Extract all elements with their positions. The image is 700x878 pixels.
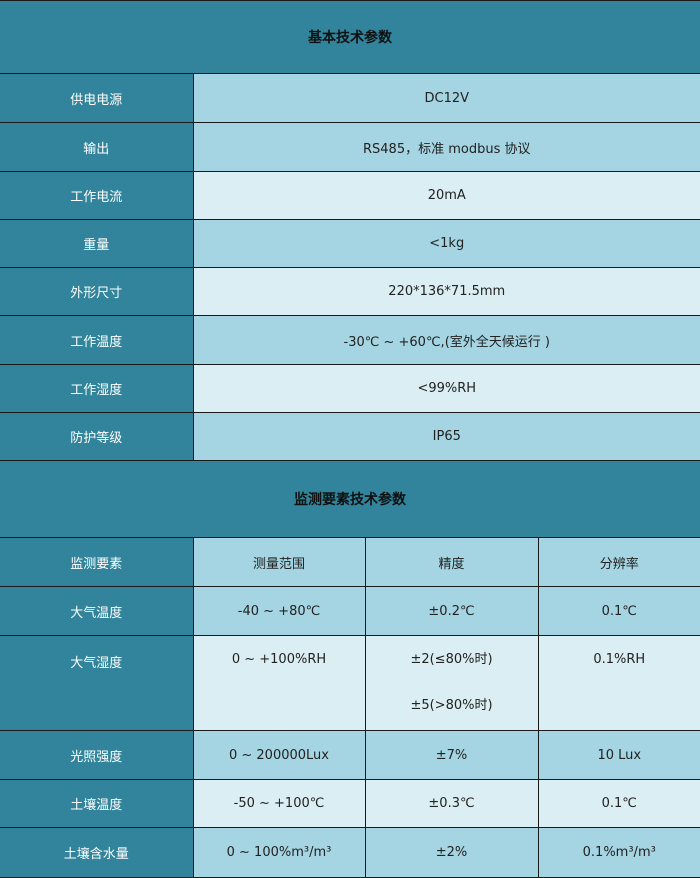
table-row: 大气湿度 0 ~ +100%RH ±2(≤80%时) ±5(>80%时) 0.1… [0, 635, 700, 731]
table-row: 防护等级 IP65 [0, 412, 700, 461]
table-row: 土壤温度 -50 ~ +100℃ ±0.3℃ 0.1℃ [0, 779, 700, 828]
table-row: 重量 <1kg [0, 219, 700, 268]
resolution-cell: 10 Lux [537, 730, 700, 780]
row-value: <99%RH [192, 364, 700, 413]
row-value: RS485，标准 modbus 协议 [192, 122, 700, 172]
header-row: 监测要素 测量范围 精度 分辨率 [0, 537, 700, 587]
range-cell: 0 ~ 200000Lux [192, 730, 366, 780]
column-header: 监测要素 [0, 537, 194, 587]
row-label: 外形尺寸 [0, 267, 194, 316]
accuracy-cell: ±2(≤80%时) ±5(>80%时) [364, 635, 539, 731]
element-cell: 大气温度 [0, 586, 194, 636]
row-label: 供电电源 [0, 73, 194, 123]
row-label: 输出 [0, 122, 194, 172]
table-row: 外形尺寸 220*136*71.5mm [0, 267, 700, 316]
range-cell: 0 ~ 100%m³/m³ [192, 827, 366, 878]
table-row: 输出 RS485，标准 modbus 协议 [0, 122, 700, 172]
element-cell: 光照强度 [0, 730, 194, 780]
accuracy-cell: ±0.2℃ [364, 586, 539, 636]
range-cell: 0 ~ +100%RH [192, 635, 366, 731]
resolution-cell: 0.1%RH [537, 635, 700, 731]
range-cell: -40 ~ +80℃ [192, 586, 366, 636]
monitor-params-title: 监测要素技术参数 [0, 460, 700, 538]
accuracy-cell: ±2% [364, 827, 539, 878]
accuracy-line: ±5(>80%时) [410, 698, 493, 713]
row-value: 220*136*71.5mm [192, 267, 700, 316]
row-value: 20mA [192, 171, 700, 220]
row-value: -30℃ ~ +60℃,(室外全天候运行 ) [192, 315, 700, 365]
table-row: 工作电流 20mA [0, 171, 700, 220]
resolution-cell: 0.1℃ [537, 586, 700, 636]
table-row: 光照强度 0 ~ 200000Lux ±7% 10 Lux [0, 730, 700, 780]
accuracy-cell: ±0.3℃ [364, 779, 539, 828]
table-row: 大气温度 -40 ~ +80℃ ±0.2℃ 0.1℃ [0, 586, 700, 636]
accuracy-line: ±2(≤80%时) [410, 652, 493, 667]
column-header: 分辨率 [537, 537, 700, 587]
element-cell: 大气湿度 [0, 635, 194, 731]
row-value: IP65 [192, 412, 700, 461]
table-row: 工作温度 -30℃ ~ +60℃,(室外全天候运行 ) [0, 315, 700, 365]
row-label: 工作温度 [0, 315, 194, 365]
accuracy-cell: ±7% [364, 730, 539, 780]
column-header: 测量范围 [192, 537, 366, 587]
row-value: <1kg [192, 219, 700, 268]
row-label: 工作湿度 [0, 364, 194, 413]
row-label: 防护等级 [0, 412, 194, 461]
element-cell: 土壤含水量 [0, 827, 194, 878]
range-cell: -50 ~ +100℃ [192, 779, 366, 828]
basic-params-title: 基本技术参数 [0, 0, 700, 74]
resolution-cell: 0.1℃ [537, 779, 700, 828]
column-header: 精度 [364, 537, 539, 587]
element-cell: 土壤温度 [0, 779, 194, 828]
table-row: 工作湿度 <99%RH [0, 364, 700, 413]
table-row: 土壤含水量 0 ~ 100%m³/m³ ±2% 0.1%m³/m³ [0, 827, 700, 878]
row-label: 重量 [0, 219, 194, 268]
resolution-cell: 0.1%m³/m³ [537, 827, 700, 878]
row-label: 工作电流 [0, 171, 194, 220]
table-row: 供电电源 DC12V [0, 73, 700, 123]
row-value: DC12V [192, 73, 700, 123]
